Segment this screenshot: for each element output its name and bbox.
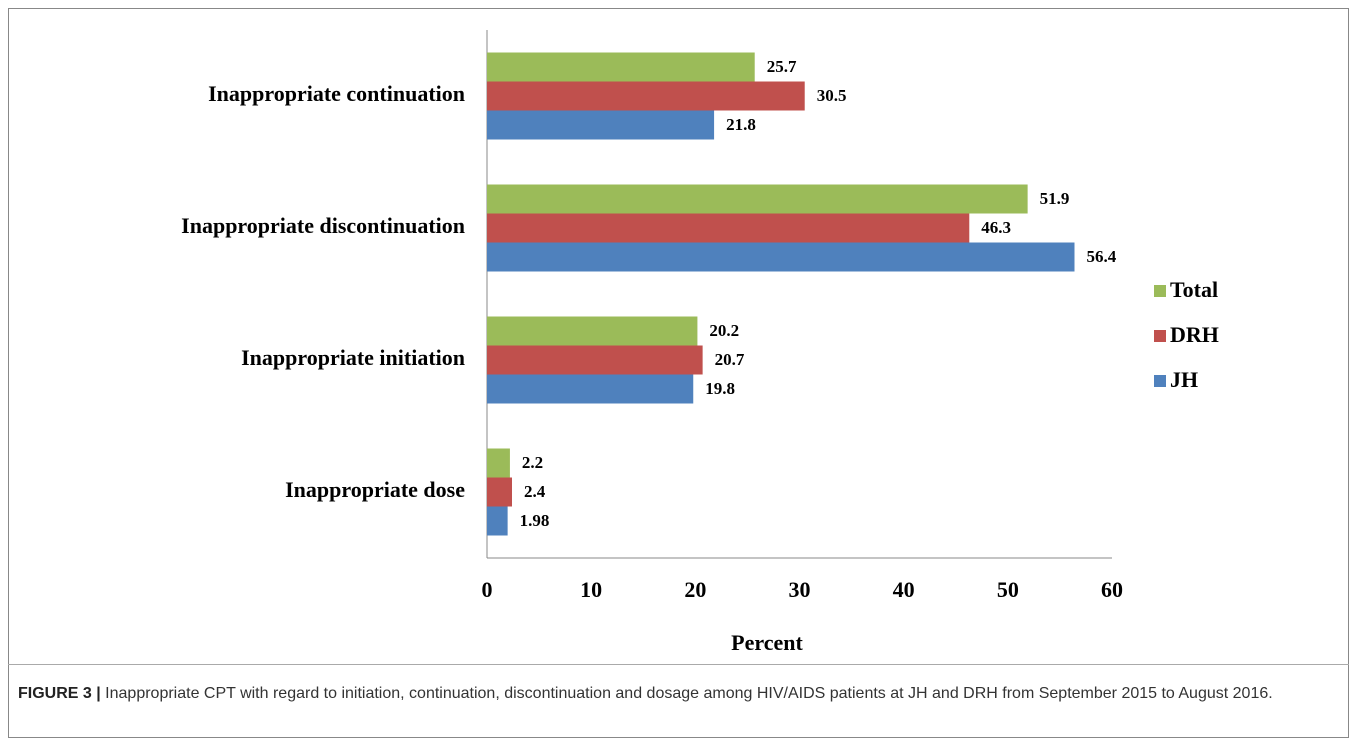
x-tick-label: 10 bbox=[580, 577, 602, 602]
legend-label: DRH bbox=[1170, 322, 1219, 347]
x-tick-label: 40 bbox=[893, 577, 915, 602]
value-label: 19.8 bbox=[705, 379, 735, 398]
bar bbox=[487, 506, 508, 536]
caption: FIGURE 3 | Inappropriate CPT with regard… bbox=[18, 680, 1338, 707]
value-label: 51.9 bbox=[1040, 189, 1070, 208]
category-label: Inappropriate continuation bbox=[208, 81, 465, 106]
x-tick-label: 0 bbox=[482, 577, 493, 602]
caption-text: Inappropriate CPT with regard to initiat… bbox=[105, 685, 1273, 702]
frame bbox=[8, 8, 1349, 738]
value-label: 56.4 bbox=[1087, 247, 1117, 266]
bar bbox=[487, 184, 1028, 214]
bar bbox=[487, 345, 703, 375]
bar bbox=[487, 374, 694, 404]
x-tick-label: 50 bbox=[997, 577, 1019, 602]
value-label: 2.4 bbox=[524, 482, 546, 501]
value-label: 1.98 bbox=[520, 511, 550, 530]
category-label: Inappropriate discontinuation bbox=[181, 213, 465, 238]
legend-swatch bbox=[1154, 330, 1166, 342]
bar bbox=[487, 242, 1075, 272]
bar bbox=[487, 81, 805, 111]
legend-label: Total bbox=[1170, 277, 1218, 302]
value-label: 25.7 bbox=[767, 57, 797, 76]
bar bbox=[487, 52, 755, 82]
caption-label: FIGURE 3 | bbox=[18, 685, 101, 702]
bar bbox=[487, 110, 715, 140]
legend-label: JH bbox=[1170, 367, 1198, 392]
x-tick-label: 20 bbox=[684, 577, 706, 602]
value-label: 2.2 bbox=[522, 453, 543, 472]
legend-swatch bbox=[1154, 375, 1166, 387]
value-label: 30.5 bbox=[817, 86, 847, 105]
category-label: Inappropriate dose bbox=[285, 477, 465, 502]
value-label: 21.8 bbox=[726, 115, 756, 134]
bar bbox=[487, 213, 970, 243]
bar bbox=[487, 477, 512, 507]
x-axis-label: Percent bbox=[731, 630, 803, 655]
value-label: 20.7 bbox=[715, 350, 745, 369]
bar bbox=[487, 448, 510, 478]
x-tick-label: 30 bbox=[789, 577, 811, 602]
x-tick-label: 60 bbox=[1101, 577, 1123, 602]
value-label: 46.3 bbox=[981, 218, 1011, 237]
category-label: Inappropriate initiation bbox=[241, 345, 465, 370]
bar bbox=[487, 316, 698, 346]
value-label: 20.2 bbox=[709, 321, 739, 340]
legend-swatch bbox=[1154, 285, 1166, 297]
